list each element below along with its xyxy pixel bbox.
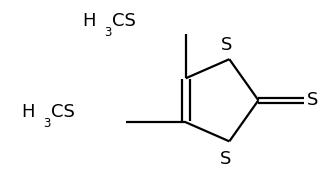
- Text: S: S: [307, 91, 318, 109]
- Text: 3: 3: [104, 26, 112, 39]
- Text: H: H: [21, 103, 35, 121]
- Text: CS: CS: [51, 103, 75, 121]
- Text: CS: CS: [112, 12, 136, 30]
- Text: S: S: [220, 36, 232, 54]
- Text: 3: 3: [43, 117, 50, 130]
- Text: S: S: [220, 150, 231, 168]
- Text: H: H: [82, 12, 96, 30]
